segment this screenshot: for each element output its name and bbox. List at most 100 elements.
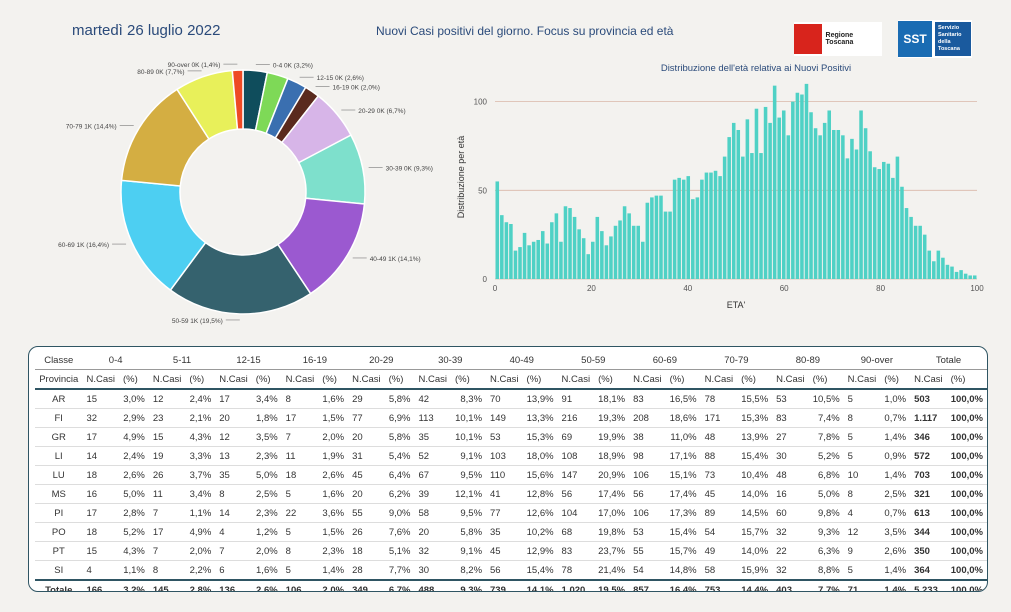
count-cell: 11 [281,446,319,466]
percent-cell: 17,0% [594,503,630,523]
count-cell: 71 [843,579,881,591]
column-group-header: 30-39 [414,351,487,370]
percent-cell: 7,4% [808,408,844,428]
donut-slice-label: 40-49 1K (14,1%) [370,256,421,263]
percent-cell: 5,8% [384,389,415,409]
column-group-header: 60-69 [629,351,701,370]
percent-cell: 15,6% [522,465,558,485]
count-cell: 106 [629,465,666,485]
table-row: PI 17 2,8% 7 1,1% 14 2,3% 22 3,6% 55 9,0% 58 9,5% 77 1… [35,503,987,523]
histogram-bar [618,220,622,279]
column-subheader-n: N.Casi [348,369,385,390]
count-cell: 18 [82,522,119,542]
table-row: MS 16 5,0% 11 3,4% 8 2,5% 5 1,6% 20 6,2% 39 12,1% 41 1… [35,484,987,504]
count-cell: 1.117 [910,408,947,428]
x-tick-label: 100 [970,284,984,293]
column-subheader-pct: (%) [318,369,349,390]
table-total-row: Totale 166 3,2% 145 2,8% 136 2,6% 106 2,0% 349 6,7… [35,579,987,591]
province-age-table: Classe 0-4 5-11 12-15 16-19 20-29 30-39 40-49 50… [35,351,987,591]
column-subheader-n: N.Casi [486,369,523,390]
percent-cell: 18,0% [522,446,558,466]
percent-cell: 13,9% [737,427,773,447]
count-cell: 8 [843,408,881,428]
histogram-bar [654,195,659,279]
count-cell: 346 [910,427,947,447]
percent-cell: 100,0% [946,389,987,409]
donut-slice [231,69,244,131]
histogram-bar [863,128,868,279]
percent-cell: 0,9% [880,446,911,466]
histogram-bar [586,254,590,279]
percent-cell: 9,1% [451,446,487,466]
percent-cell: 16,4% [665,579,701,591]
y-tick-label: 100 [474,98,488,107]
count-cell: 753 [700,579,738,591]
percent-cell: 14,0% [737,484,773,504]
count-cell: 106 [629,503,666,523]
count-cell: 78 [557,560,595,581]
percent-cell: 17,4% [594,484,630,504]
histogram-bar [886,163,891,279]
province-age-table-panel: Classe 0-4 5-11 12-15 16-19 20-29 30-39 40-49 50… [28,346,988,592]
column-subheader-pct: (%) [251,369,282,390]
count-cell: 15 [82,389,119,409]
percent-cell: 15,1% [665,465,701,485]
count-cell: 28 [348,560,385,581]
histogram-bar [745,119,750,279]
percent-cell: 2,0% [251,541,282,561]
column-subheader-pct: (%) [522,369,558,390]
report-date: martedì 26 luglio 2022 [72,22,221,39]
count-cell: 56 [486,560,523,581]
count-cell: 5 [843,427,881,447]
column-subheader-pct: (%) [185,369,216,390]
count-cell: 14 [215,503,252,523]
percent-cell: 14,0% [737,541,773,561]
percent-cell: 5,0% [808,484,844,504]
column-group-header: 12-15 [215,351,282,370]
percent-cell: 17,1% [665,446,701,466]
count-cell: 54 [629,560,666,581]
column-group-header: 16-19 [281,351,349,370]
histogram-bar [663,211,668,279]
table-row: FI 32 2,9% 23 2,1% 20 1,8% 17 1,5% 77 6,9% 113 10,1%… [35,408,987,428]
column-group-header: 90-over [843,351,911,370]
histogram-bar [841,135,845,279]
percent-cell: 2,8% [118,503,149,523]
percent-cell: 13,3% [522,408,558,428]
column-subheader-n: N.Casi [843,369,881,390]
province-cell: Totale [35,579,83,591]
count-cell: 166 [82,579,119,591]
histogram-bar [927,250,932,279]
percent-cell: 19,8% [594,522,630,542]
percent-cell: 5,8% [451,522,487,542]
count-cell: 35 [215,465,252,485]
percent-cell: 100,0% [946,541,987,561]
count-cell: 22 [772,541,809,561]
column-group-header: 70-79 [700,351,773,370]
column-subheader-n: N.Casi [148,369,186,390]
histogram-bar [741,156,745,279]
percent-cell: 4,9% [118,427,149,447]
percent-cell: 100,0% [946,427,987,447]
donut-slice-label: 30-39 0K (9,3%) [386,165,433,172]
histogram-bar [668,211,672,279]
histogram-bar [627,213,631,279]
column-group-header: 20-29 [348,351,415,370]
histogram-bar [686,176,691,279]
percent-cell: 100,0% [946,579,987,591]
histogram-bar [963,273,968,279]
percent-cell: 4,9% [185,522,216,542]
histogram-bar [513,250,518,279]
count-cell: 149 [486,408,523,428]
count-cell: 703 [910,465,947,485]
histogram-bar [536,239,540,279]
count-cell: 91 [557,389,595,409]
count-cell: 30 [414,560,451,581]
count-cell: 147 [557,465,595,485]
histogram-bar [922,234,927,279]
donut-slice-label: 70-79 1K (14,4%) [66,123,117,130]
histogram-bar [540,231,545,279]
province-cell: PO [35,522,83,542]
histogram-bar [604,245,609,279]
percent-cell: 0,7% [880,503,911,523]
